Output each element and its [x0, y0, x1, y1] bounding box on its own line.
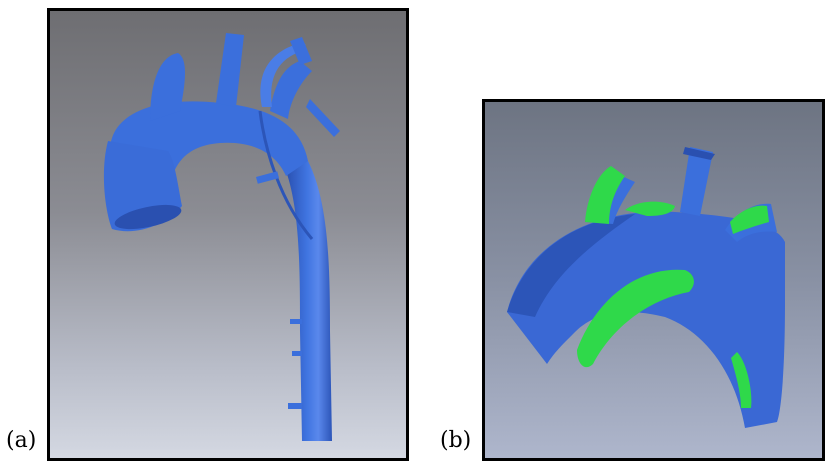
- panel-b-arch-section: [482, 99, 825, 461]
- plaque-region-1: [585, 166, 625, 224]
- plaque-region-4: [577, 269, 694, 368]
- subclavian-branch: [270, 61, 312, 119]
- carotid-stub: [680, 147, 713, 216]
- root-opening: [114, 204, 182, 230]
- panel-b-label: (b): [440, 428, 472, 453]
- plaque-region-5: [731, 352, 752, 408]
- carotid-branch: [216, 33, 244, 107]
- aorta-arch-section-render: [507, 147, 785, 428]
- panel-a-label: (a): [6, 428, 37, 453]
- arch-wall: [507, 211, 785, 428]
- brachiocephalic-branch: [150, 53, 185, 121]
- aorta-full-render: [103, 33, 340, 441]
- plaque-region-3: [730, 205, 769, 234]
- descending-aorta: [286, 161, 332, 441]
- plaque-region-2: [625, 201, 675, 216]
- panel-a-aorta-model: [47, 8, 409, 461]
